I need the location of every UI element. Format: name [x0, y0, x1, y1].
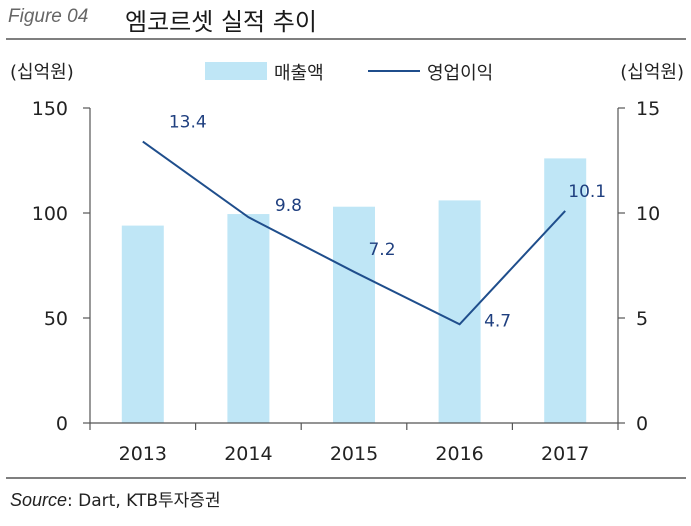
left-tick-label: 150: [32, 98, 68, 120]
bar-2015: [333, 206, 375, 423]
bar-2013: [121, 225, 164, 423]
line-data-label: 7.2: [368, 240, 395, 260]
x-tick-label: 2016: [435, 443, 483, 465]
line-data-label: 9.8: [275, 196, 302, 216]
bar-2016: [438, 200, 481, 423]
left-tick-label: 100: [32, 203, 68, 225]
line-data-label: 4.7: [484, 311, 511, 331]
left-tick-label: 50: [44, 308, 68, 330]
legend-bar-swatch: [205, 62, 267, 80]
x-tick-label: 2014: [224, 443, 272, 465]
x-tick-label: 2015: [330, 443, 378, 465]
left-tick-label: 0: [56, 413, 68, 435]
figure-header: Figure 04 엠코르셋 실적 추이: [0, 0, 691, 40]
chart-title: 엠코르셋 실적 추이: [125, 8, 317, 36]
operating-profit-line: [142, 140, 566, 326]
right-tick-label: 15: [636, 98, 660, 120]
bars-layer: [121, 158, 587, 423]
source-note: Source: Dart, KTB투자증권: [10, 486, 221, 511]
line-data-label: 13.4: [169, 113, 207, 133]
left-axis-unit: (십억원): [10, 62, 74, 83]
bar-2014: [227, 214, 270, 423]
right-tick-label: 10: [636, 203, 660, 225]
top-divider: [6, 38, 686, 40]
bar-2017: [544, 158, 587, 423]
right-axis-unit: (십억원): [620, 62, 684, 83]
source-text: : Dart, KTB투자증권: [67, 491, 221, 511]
bottom-divider: [6, 477, 686, 479]
line-data-label: 10.1: [568, 182, 606, 202]
legend: 매출액 영업이익: [205, 62, 493, 84]
source-label: Source: [10, 490, 68, 510]
right-tick-label: 0: [636, 413, 648, 435]
right-tick-label: 5: [636, 308, 648, 330]
line-layer: [142, 140, 566, 326]
x-tick-label: 2013: [119, 443, 167, 465]
legend-line-label: 영업이익: [427, 63, 493, 84]
x-tick-label: 2017: [541, 443, 589, 465]
labels-layer: 13.4 9.8 7.2 4.7 10.1: [169, 113, 606, 332]
figure-number: Figure 04: [8, 6, 89, 27]
axes-layer: 0 50 100 150 0 5 10 15 2013 2014 2015 2016 2017 (십억원)…: [10, 62, 684, 465]
legend-bar-label: 매출액: [274, 63, 324, 84]
